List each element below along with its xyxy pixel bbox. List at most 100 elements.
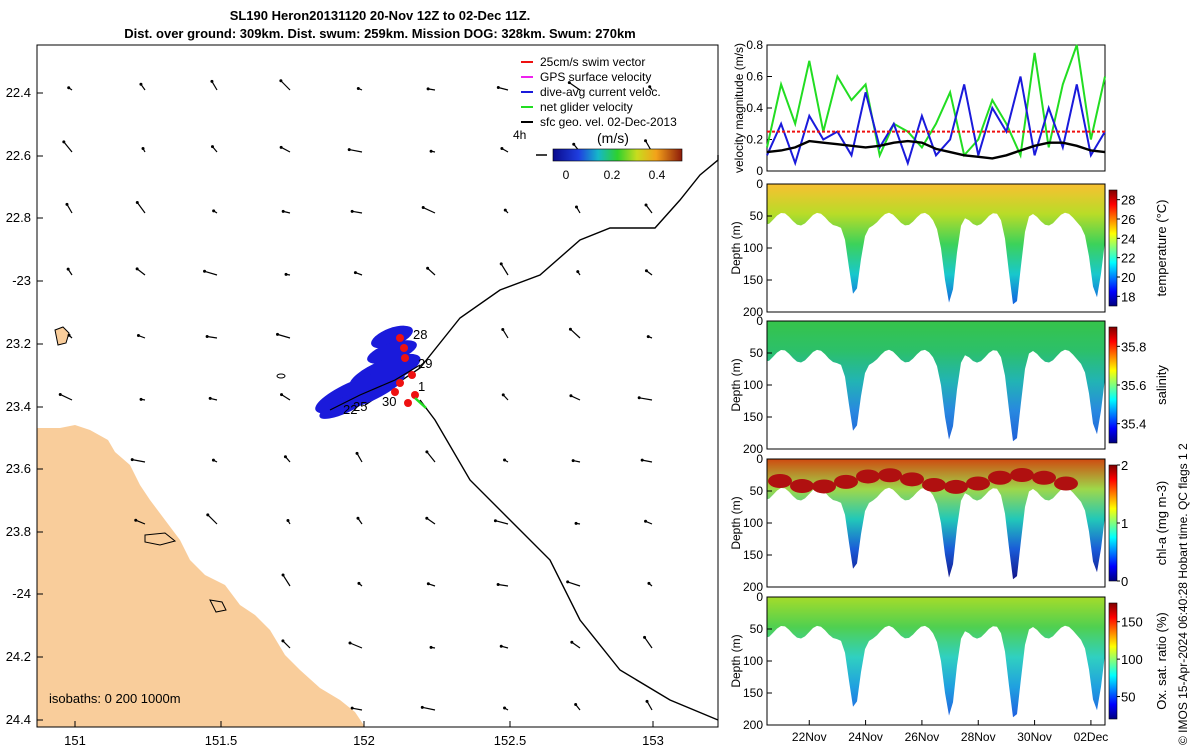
chart-title-line2: Dist. over ground: 309km. Dist. swum: 25…	[124, 26, 636, 41]
surface-velocity-arrowhead	[356, 516, 360, 520]
surface-velocity-arrowhead	[139, 397, 143, 401]
surface-velocity-arrow	[277, 333, 291, 339]
colorbar-tick-label: 50	[1121, 690, 1135, 705]
island	[276, 373, 286, 379]
colorbar-tick-label: 35.6	[1121, 378, 1146, 393]
x-tick-label: 26Nov	[905, 730, 940, 744]
map-y-tick-label: 23.2	[6, 336, 31, 351]
map-x-tick-label: 151	[64, 733, 86, 748]
section-colorbar	[1108, 189, 1118, 307]
surface-velocity-arrow	[204, 270, 218, 276]
section-axes	[766, 596, 1106, 726]
surface-velocity-arrowhead	[425, 450, 429, 454]
surface-velocity-arrowhead	[65, 202, 69, 206]
island	[54, 326, 70, 346]
surface-velocity-arrowhead	[426, 266, 430, 270]
surface-velocity-arrowhead	[426, 87, 430, 91]
speed-colorbar	[552, 148, 683, 162]
day-label: 28	[413, 327, 427, 342]
surface-velocity-arrowhead	[58, 392, 62, 396]
surface-velocity-arrow	[646, 701, 653, 711]
surface-velocity-arrowhead	[499, 262, 503, 266]
surface-velocity-arrowhead	[501, 327, 505, 331]
surface-velocity-arrow	[211, 81, 218, 91]
surface-velocity-arrowhead	[572, 142, 576, 146]
velocity-series-line	[766, 44, 1106, 159]
section-background	[767, 321, 1105, 449]
swim-vector	[411, 391, 419, 399]
surface-velocity-arrow	[281, 394, 291, 401]
time-step-label: 4h	[513, 128, 526, 142]
surface-velocity-arrowhead	[347, 148, 351, 152]
colorbar-tick: 0.4	[649, 168, 666, 182]
surface-velocity-arrowhead	[645, 699, 649, 703]
day-label: 29	[418, 356, 432, 371]
velocity-series-line	[766, 76, 1106, 167]
surface-velocity-arrow	[645, 204, 653, 214]
surface-velocity-arrowhead	[284, 272, 288, 276]
surface-velocity-arrowhead	[356, 86, 360, 90]
surface-velocity-arrow	[280, 146, 291, 153]
surface-velocity-arrowhead	[574, 521, 578, 525]
map-y-tick-label: 23.4	[6, 399, 31, 414]
map-y-tick-label: -24	[12, 586, 31, 601]
surface-velocity-arrowhead	[566, 580, 570, 584]
surface-velocity-arrowhead	[136, 334, 140, 338]
swim-vector	[404, 399, 412, 407]
surface-velocity-arrowhead	[429, 645, 433, 649]
surface-velocity-arrowhead	[647, 581, 651, 585]
surface-velocity-arrowhead	[208, 396, 212, 400]
colorbar-unit-label: (m/s)	[597, 130, 629, 146]
x-tick-label: 30Nov	[1017, 730, 1052, 744]
map-x-tick-label: 152.5	[494, 733, 527, 748]
section-axes	[766, 183, 1106, 313]
section-background	[767, 184, 1105, 312]
isobaths-label: isobaths: 0 200 1000m	[49, 691, 181, 706]
colorbar-tick-label: 1	[1121, 516, 1128, 531]
surface-velocity-arrow	[207, 335, 218, 339]
surface-velocity-arrowhead	[503, 458, 507, 462]
glider-track-line	[364, 155, 719, 721]
colorbar-label: chl-a (mg m-3)	[1154, 481, 1169, 566]
surface-velocity-arrowhead	[210, 145, 214, 149]
surface-velocity-arrowhead	[648, 85, 652, 89]
surface-velocity-arrowhead	[139, 82, 143, 86]
legend-label: sfc geo. vel. 02-Dec-2013	[540, 115, 677, 129]
map-y-tick-label: 22.6	[6, 148, 31, 163]
legend-label: 25cm/s swim vector	[540, 55, 645, 69]
dive-avg-current-vector	[371, 325, 413, 349]
dive-avg-current-vector	[319, 391, 371, 419]
legend-label: net glider velocity	[540, 100, 633, 114]
surface-velocity-arrowhead	[493, 519, 497, 523]
surface-velocity-arrowhead	[283, 455, 287, 459]
surface-velocity-arrowhead	[281, 209, 285, 213]
chl-maximum-patch	[944, 479, 968, 494]
surface-velocity-arrowhead	[280, 393, 284, 397]
x-tick-label: 24Nov	[848, 730, 883, 744]
glider-path	[329, 364, 421, 411]
surface-velocity-arrowhead	[421, 206, 425, 210]
surface-velocity-arrowhead	[569, 394, 573, 398]
surface-velocity-arrowhead	[499, 644, 503, 648]
section-data-fill	[767, 459, 1105, 580]
chl-maximum-patch	[1054, 476, 1078, 491]
island	[144, 532, 177, 546]
coastline-land	[37, 425, 365, 727]
colorbar-label: salinity	[1154, 365, 1169, 405]
map-x-axis: 151 151.5 152 152.5 153	[64, 721, 664, 748]
surface-velocity-arrowhead	[355, 451, 359, 455]
swim-vector	[391, 388, 399, 396]
chl-maximum-patch	[988, 470, 1012, 485]
swim-vector	[408, 371, 416, 379]
surface-velocity-arrowhead	[353, 271, 357, 275]
surface-velocity-arrowhead	[281, 639, 285, 643]
chl-maximum-patch	[768, 474, 792, 488]
surface-velocity-arrowhead	[279, 79, 283, 83]
section-data-fill	[767, 321, 1105, 442]
surface-velocity-arrowhead	[350, 209, 354, 213]
surface-velocity-arrow	[498, 583, 509, 587]
